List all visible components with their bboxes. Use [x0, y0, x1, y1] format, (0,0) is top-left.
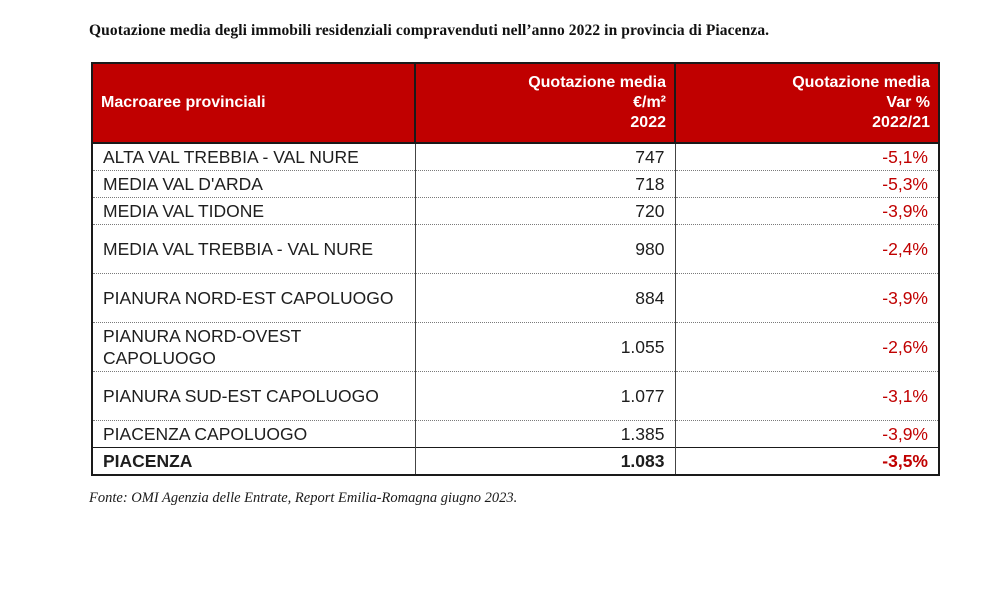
price-table: Macroaree provinciali Quotazione media €… — [91, 62, 940, 476]
row-change: -3,9% — [674, 420, 939, 448]
row-area: PIACENZA CAPOLUOGO — [92, 420, 415, 448]
row-change: -2,4% — [674, 224, 939, 274]
row-area: PIANURA NORD-EST CAPOLUOGO — [92, 273, 415, 323]
page-title: Quotazione media degli immobili residenz… — [89, 22, 770, 39]
header-quotazione-2022-line1: Quotazione media — [528, 74, 666, 91]
row-value: 720 — [414, 197, 675, 225]
table-row: MEDIA VAL TREBBIA - VAL NURE 980 -2,4% — [92, 224, 939, 274]
row-area: ALTA VAL TREBBIA - VAL NURE — [103, 147, 359, 167]
row-change: -3,9% — [674, 273, 939, 323]
table-row: MEDIA VAL TIDONE 720 -3,9% — [92, 197, 939, 225]
source-note: Fonte: OMI Agenzia delle Entrate, Report… — [89, 490, 518, 506]
row-value: 1.055 — [414, 322, 675, 372]
header-variazione-line2: Var % — [886, 94, 930, 111]
row-value: 1.385 — [414, 420, 675, 448]
table-row: MEDIA VAL D'ARDA 718 -5,3% — [92, 170, 939, 198]
row-change: -2,6% — [674, 322, 939, 372]
table-row: PIACENZA CAPOLUOGO 1.385 -3,9% — [92, 420, 939, 448]
header-variazione: Quotazione media Var % 2022/21 — [674, 63, 939, 144]
row-area: MEDIA VAL TREBBIA - VAL NURE — [92, 224, 415, 274]
row-value: 980 — [414, 224, 675, 274]
total-value: 1.083 — [414, 447, 675, 475]
header-quotazione-2022-line2: €/m² — [633, 94, 666, 111]
row-area: MEDIA VAL D'ARDA — [92, 170, 415, 198]
table-total-row: PIACENZA 1.083 -3,5% — [92, 447, 939, 475]
table-row: PIANURA SUD-EST CAPOLUOGO 1.077 -3,1% — [92, 371, 939, 421]
header-macroaree: Macroaree provinciali — [92, 63, 415, 144]
row-change: -3,1% — [674, 371, 939, 421]
header-quotazione-2022-line3: 2022 — [630, 114, 666, 131]
row-area: PIANURA SUD-EST CAPOLUOGO — [92, 371, 415, 421]
row-value: 718 — [414, 170, 675, 198]
table-row: PIANURA NORD-EST CAPOLUOGO 884 -3,9% — [92, 273, 939, 323]
row-change: -5,3% — [674, 170, 939, 198]
table-row: ALTA VAL TREBBIA - VAL NURE 747 -5,1% — [92, 143, 939, 171]
total-area: PIACENZA — [92, 447, 415, 475]
row-change: -3,9% — [674, 197, 939, 225]
row-area: MEDIA VAL TIDONE — [92, 197, 415, 225]
row-value: 747 — [414, 143, 675, 171]
table-row: PIANURA NORD-OVEST CAPOLUOGO 1.055 -2,6% — [92, 322, 939, 372]
table-header-row: Macroaree provinciali Quotazione media €… — [92, 63, 939, 144]
row-change: -5,1% — [674, 143, 939, 171]
header-variazione-line1: Quotazione media — [792, 74, 930, 91]
row-value: 884 — [414, 273, 675, 323]
row-area: PIANURA NORD-OVEST CAPOLUOGO — [92, 322, 415, 372]
total-change: -3,5% — [674, 447, 939, 475]
header-variazione-line3: 2022/21 — [872, 114, 930, 131]
header-quotazione-2022: Quotazione media €/m² 2022 — [414, 63, 675, 144]
row-value: 1.077 — [414, 371, 675, 421]
